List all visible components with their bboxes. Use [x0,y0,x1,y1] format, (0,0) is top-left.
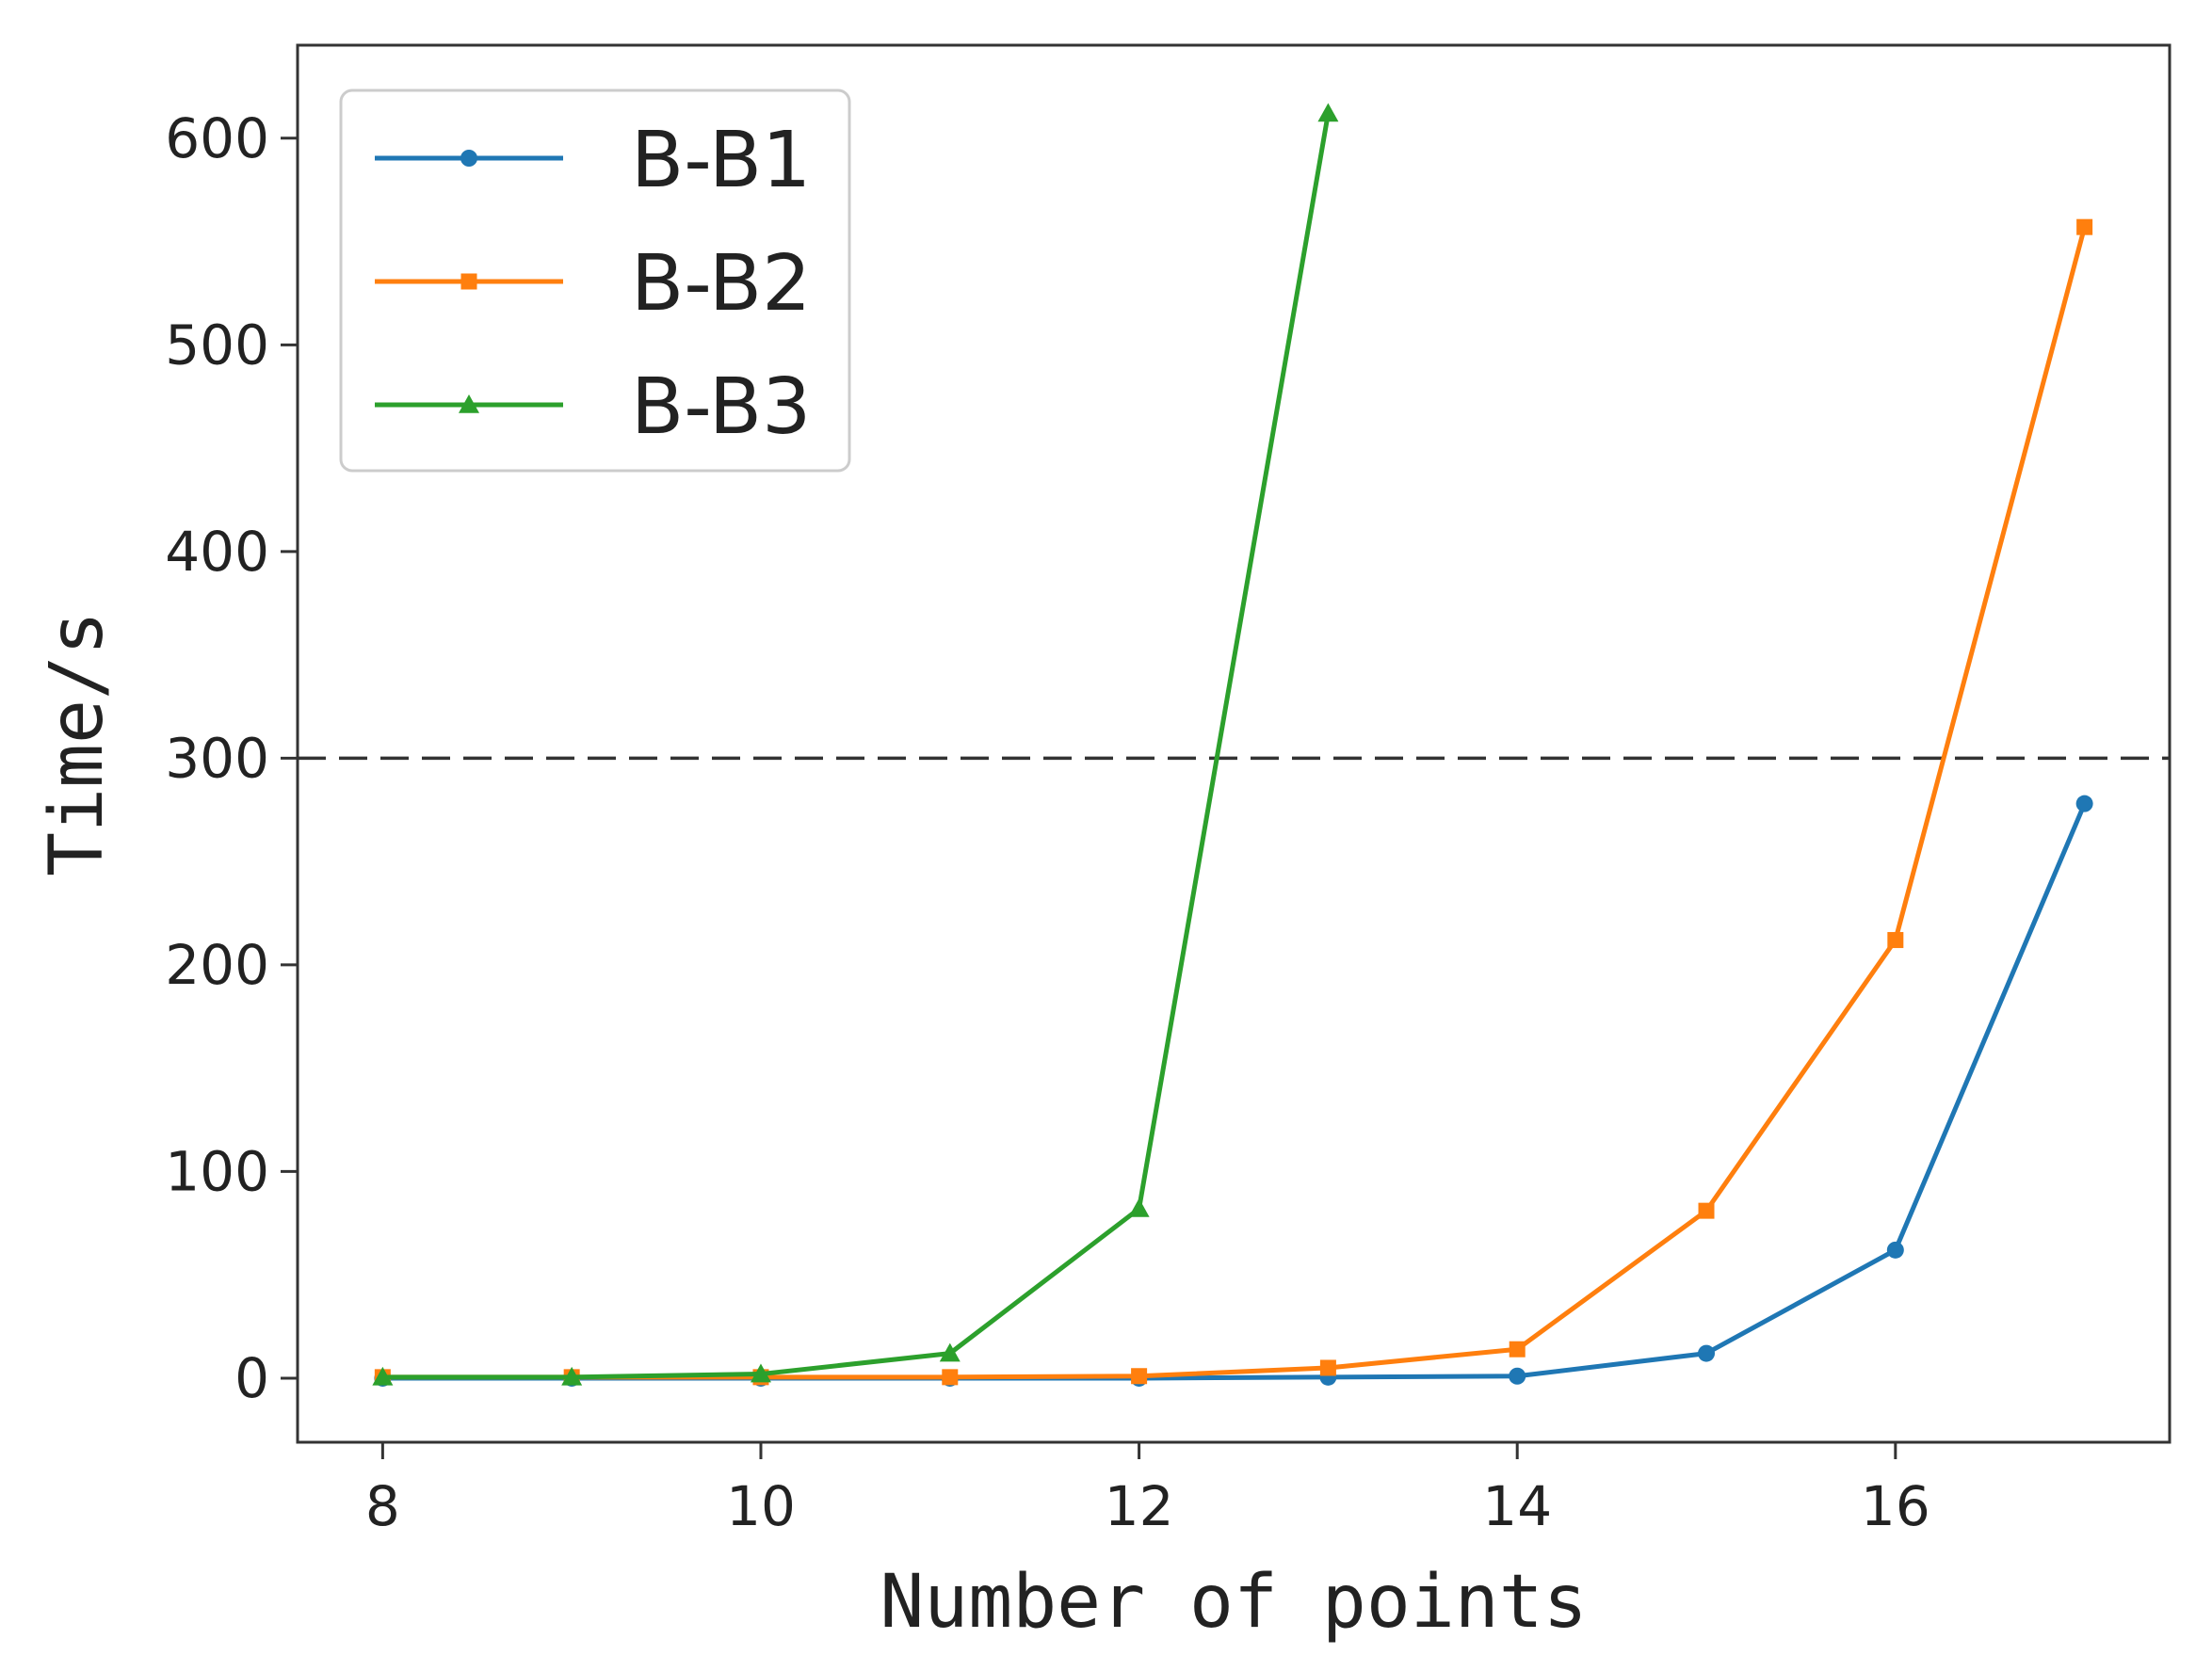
data-point-b-b3 [372,1366,394,1386]
y-tick-label: 500 [165,313,269,377]
data-point-b-b3 [750,1363,771,1383]
x-tick-label: 16 [1861,1474,1930,1538]
data-point-b-b3 [1128,1197,1150,1217]
x-axis-title: Number of points [880,1560,1587,1645]
y-tick-label: 400 [165,520,269,584]
series-line-b-b1 [382,802,2087,1381]
x-tick-label: 10 [726,1474,796,1538]
plot-area: 8 10 12 14 16 0 100 200 300 400 500 600 [165,43,2172,1538]
data-point-b-b2 [1887,932,1904,949]
y-axis-title: Time/s [35,611,120,876]
x-tick-label: 12 [1105,1474,1174,1538]
legend-marker-b-b3 [459,394,479,413]
y-tick-label: 0 [234,1346,269,1410]
data-point-b-b2 [1131,1368,1148,1385]
series-b-b3 [372,103,1339,1386]
y-tick-label: 300 [165,726,269,790]
series-b-b1 [374,795,2093,1387]
legend-label-b-b3: B-B3 [631,362,811,452]
legend-marker-b-b1 [460,150,477,167]
legend-box [339,88,851,473]
legend-label-b-b1: B-B1 [631,116,811,205]
legend-marker-b-b2 [460,273,477,290]
data-point-b-b1 [1509,1367,1526,1385]
y-tick-label: 600 [165,106,269,170]
data-point-b-b3 [1317,103,1339,122]
y-tick-label: 200 [165,933,269,997]
series-line-b-b3 [382,113,1331,1380]
data-point-b-b2 [1319,1359,1336,1376]
data-point-b-b1 [2075,795,2093,812]
legend: B-B1 B-B2 B-B3 [339,88,851,473]
y-tick-label: 100 [165,1139,269,1203]
data-point-b-b3 [939,1342,961,1362]
legend-label-b-b2: B-B2 [631,239,811,329]
x-tick-label: 8 [365,1474,400,1538]
plot-frame [296,43,2172,1444]
data-point-b-b1 [1886,1241,1904,1259]
data-point-b-b3 [561,1366,583,1386]
x-tick-label: 14 [1482,1474,1552,1538]
data-point-b-b1 [1698,1344,1716,1362]
data-point-b-b2 [2076,218,2093,235]
data-point-b-b2 [1509,1341,1526,1358]
data-point-b-b2 [1698,1202,1715,1219]
data-point-b-b2 [942,1369,959,1386]
